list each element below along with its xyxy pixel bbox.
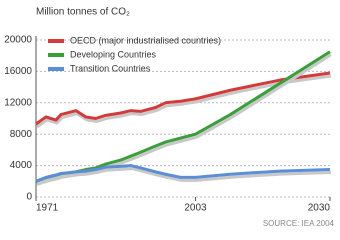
chart-title: Million tonnes of CO₂ (36, 7, 130, 18)
legend-label: Transition Countries (70, 63, 151, 73)
y-tick-label: 20000 (4, 35, 32, 46)
chart: Million tonnes of CO₂ SOURCE: IEA 2004 0… (4, 7, 335, 228)
y-tick-label: 8000 (10, 129, 33, 140)
x-tick-label: 1971 (36, 203, 59, 214)
source: SOURCE: IEA 2004 (263, 219, 335, 228)
line-shadow (36, 74, 332, 129)
line-shadow (36, 53, 332, 186)
x-tick-label: 2003 (184, 203, 207, 214)
line-shadow (36, 167, 332, 186)
legend-label: OECD (major industrialised countries) (70, 35, 221, 45)
y-tick-label: 16000 (4, 66, 32, 77)
y-tick-label: 4000 (10, 160, 33, 171)
x-tick-label: 2030 (308, 203, 331, 214)
line (35, 164, 331, 183)
y-tick-label: 12000 (4, 97, 32, 108)
y-tick-label: 0 (26, 192, 32, 203)
page: Million tonnes of CO₂ SOURCE: IEA 2004 0… (4, 6, 335, 229)
line (35, 71, 331, 126)
legend-label: Developing Countries (70, 49, 157, 59)
